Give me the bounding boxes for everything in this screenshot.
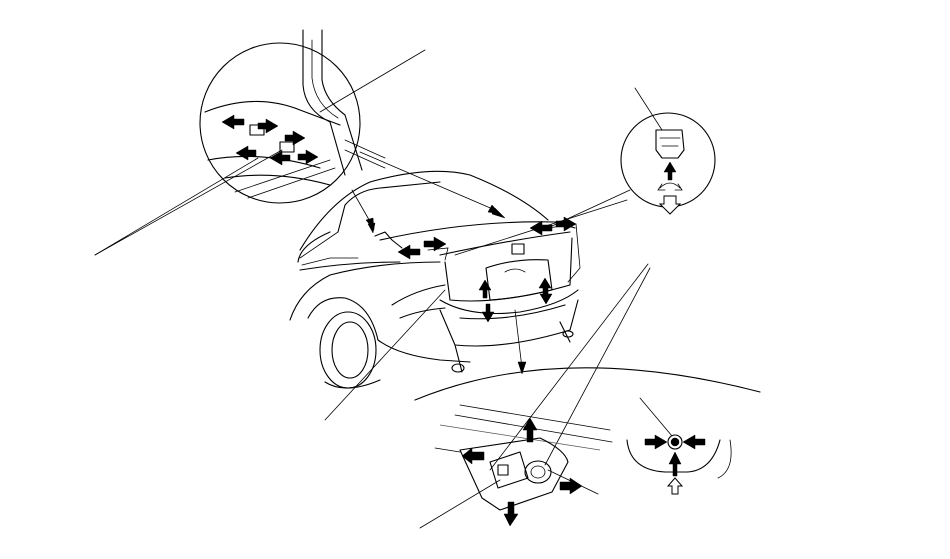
push-arrow-icon: [529, 220, 553, 236]
push-arrow-icon: [682, 434, 706, 450]
push-arrow-icon: [397, 244, 421, 260]
magnified-view-clip: [620, 112, 716, 215]
hollow-down-arrow-icon: [658, 195, 682, 215]
leader-lines: [94, 49, 673, 529]
push-arrow-icon: [539, 285, 553, 305]
pull-arrow-icon: [503, 501, 519, 527]
magnified-view-bottom-right: [626, 434, 732, 495]
push-arrow-icon: [481, 303, 495, 323]
pull-arrow-icon: [663, 161, 677, 181]
push-arrow-icon: [284, 130, 306, 146]
push-arrow-icon: [297, 149, 319, 165]
magnified-view-bottom: [414, 367, 761, 527]
push-arrow-icon: [555, 216, 577, 232]
push-arrow-icon: [668, 451, 682, 477]
car-rear-view: [289, 170, 581, 389]
pull-arrow-icon: [522, 417, 538, 443]
push-arrow-icon: [644, 434, 668, 450]
push-arrow-icon: [423, 236, 447, 252]
magnified-view-left: [199, 29, 386, 204]
pull-arrow-icon: [461, 447, 485, 465]
push-arrow-icon: [221, 114, 245, 130]
hollow-up-arrow-icon: [666, 477, 684, 495]
push-arrow-icon: [235, 145, 257, 161]
push-arrow-icon: [257, 118, 279, 134]
push-arrow-icon: [269, 150, 291, 166]
pull-arrow-icon: [559, 477, 583, 495]
push-arrow-icon: [478, 279, 492, 299]
